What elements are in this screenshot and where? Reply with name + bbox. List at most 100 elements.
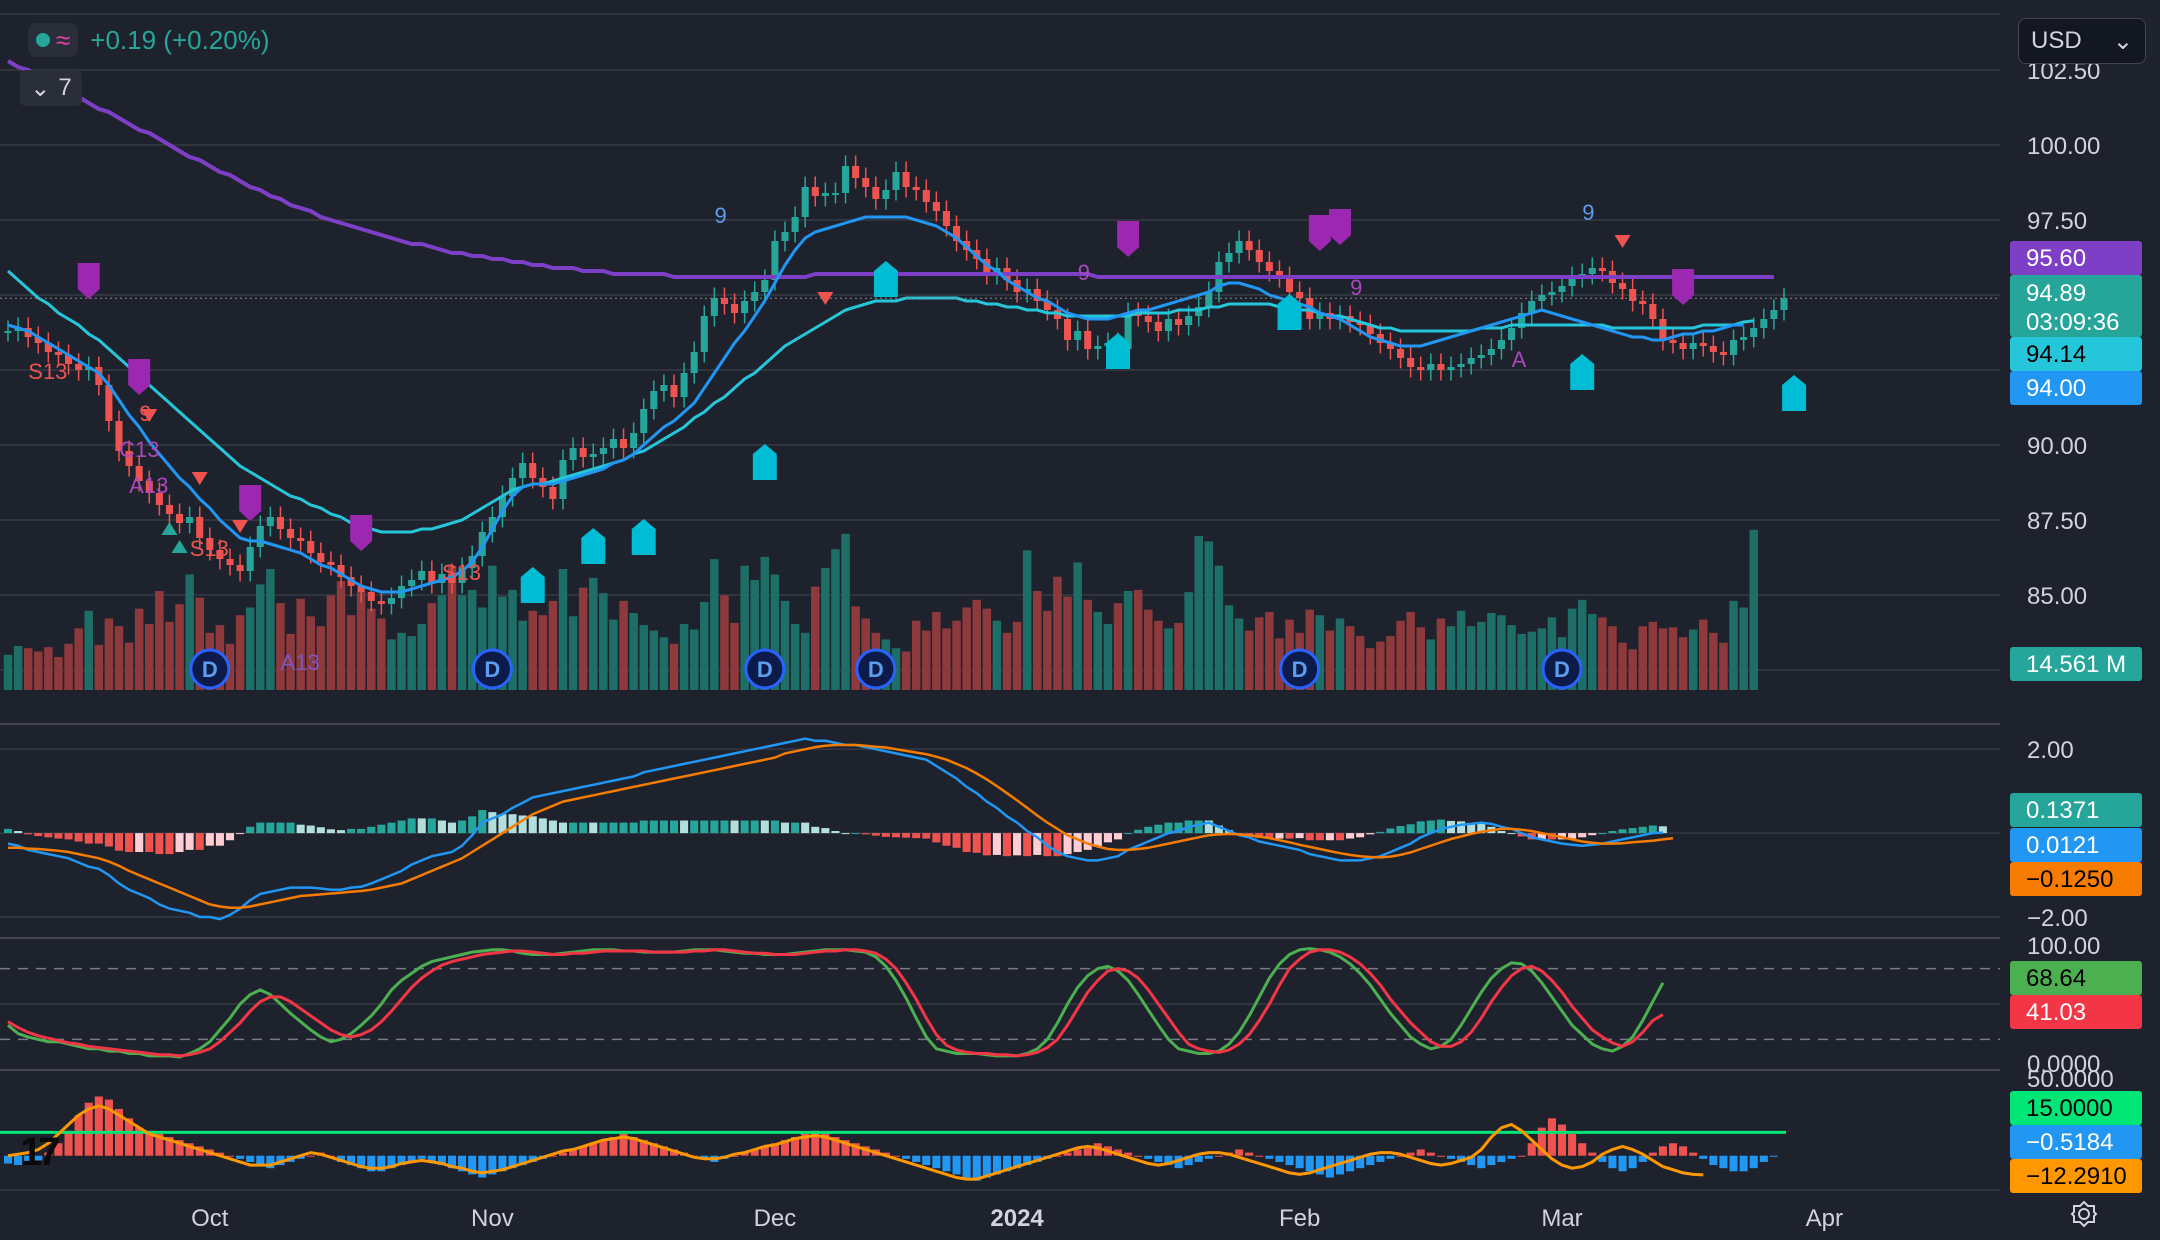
candle-body	[1518, 313, 1526, 328]
candle-body	[1397, 349, 1405, 358]
candle-body	[640, 409, 648, 433]
sequential-mark: S13	[28, 359, 67, 384]
volume-bar	[800, 632, 810, 690]
candle-body	[882, 190, 890, 199]
macd-signal-line	[8, 743, 1674, 910]
volume-bar	[74, 628, 83, 690]
time-axis-label: Dec	[754, 1205, 797, 1232]
macd-histogram-bar	[1497, 831, 1506, 834]
volume-bar	[740, 565, 749, 690]
candle-body	[226, 559, 234, 565]
momentum-histogram-bar	[831, 1137, 840, 1156]
volume-bar	[982, 608, 992, 690]
macd-histogram-bar	[266, 822, 275, 834]
volume-bar	[1224, 605, 1234, 690]
momentum-histogram-bar	[1124, 1152, 1133, 1156]
volume-bar	[488, 565, 497, 690]
volume-bar	[1386, 636, 1395, 690]
candle-body	[1407, 358, 1415, 367]
indicators-toggle-button[interactable]: ⌄ 7	[20, 70, 82, 106]
momentum-histogram-bar	[1628, 1155, 1637, 1169]
sma200-badge: 95.60	[2026, 245, 2086, 272]
candle-body	[1780, 298, 1788, 310]
sequential-mark: 9	[1582, 200, 1594, 225]
momentum-histogram-bar	[64, 1130, 73, 1156]
momentum-histogram-bar	[458, 1155, 467, 1172]
macd-histogram-bar	[135, 833, 144, 852]
candle-body	[1437, 364, 1445, 370]
candle-body	[357, 586, 365, 592]
settings-gear-icon[interactable]	[2070, 1200, 2098, 1228]
candle-body	[751, 292, 759, 301]
volume-bar	[518, 620, 527, 690]
volume-bar	[1477, 621, 1486, 690]
candle-body	[1679, 343, 1687, 349]
buy-signal-flag	[631, 519, 656, 555]
price-tick-label: 87.50	[2027, 508, 2087, 535]
momentum-histogram-bar	[1315, 1155, 1324, 1175]
macd-histogram-bar	[296, 824, 305, 834]
buy-triangle	[161, 522, 178, 535]
macd-histogram-bar	[780, 822, 790, 834]
momentum-histogram-bar	[1235, 1149, 1244, 1156]
macd-histogram-bar	[114, 833, 124, 851]
stoch-k-badge-bg	[2010, 961, 2142, 995]
momentum-histogram-bar	[1295, 1155, 1304, 1169]
momentum-histogram-bar	[1073, 1149, 1082, 1156]
momentum-histogram-bar	[599, 1140, 608, 1156]
volume-bar	[1325, 630, 1335, 690]
volume-bar	[1709, 632, 1718, 690]
momentum-histogram-bar	[659, 1146, 668, 1156]
countdown-badge: 03:09:36	[2026, 309, 2119, 336]
macd-histogram-bar	[821, 828, 830, 834]
macd-histogram-bar	[649, 820, 658, 834]
momentum-histogram-bar	[1689, 1152, 1698, 1156]
candle-body	[1750, 328, 1758, 337]
momentum-histogram-bar	[104, 1099, 113, 1156]
buy-signal-flag	[1782, 375, 1807, 411]
chevron-down-icon: ⌄	[2112, 27, 2133, 55]
macd-histogram-bar	[195, 833, 204, 850]
currency-select[interactable]: USD ⌄	[2018, 18, 2146, 64]
volume-bar	[245, 607, 255, 690]
sell-signal-flag	[1672, 269, 1695, 305]
macd-histogram-bar	[538, 818, 547, 834]
stoch-tick-label: 100.00	[2027, 933, 2100, 960]
legend-status[interactable]: ≈	[28, 23, 79, 57]
momentum-histogram-bar	[417, 1155, 426, 1159]
volume-bar	[659, 637, 669, 690]
momentum-histogram-bar	[266, 1155, 275, 1169]
candle-body	[872, 187, 880, 199]
candle-body	[1568, 277, 1576, 286]
volume-bar	[851, 606, 860, 690]
candle-body	[1467, 358, 1475, 364]
candle-body	[1417, 367, 1425, 370]
volume-bar	[972, 599, 981, 690]
momentum-histogram-bar	[145, 1130, 154, 1156]
momentum-histogram-bar	[912, 1155, 921, 1162]
momentum-histogram-bar	[891, 1155, 901, 1157]
volume-bar	[457, 595, 467, 690]
macd-histogram-bar	[801, 822, 810, 834]
momentum-histogram-bar	[1436, 1155, 1445, 1157]
momentum-histogram-bar	[357, 1155, 366, 1169]
macd-value-badge-bg	[2010, 828, 2142, 862]
volume-bar	[104, 618, 114, 690]
candle-body	[1730, 340, 1738, 355]
candle-body	[1477, 355, 1485, 358]
candle-body	[4, 331, 12, 333]
momentum-histogram-bar	[54, 1143, 63, 1156]
volume-bar	[992, 620, 1002, 690]
momentum-histogram-bar	[1113, 1149, 1123, 1156]
macd-histogram-bar	[34, 833, 43, 837]
macd-histogram-bar	[579, 822, 588, 834]
candle-body	[408, 580, 416, 586]
macd-histogram-bar	[347, 828, 356, 834]
momentum-histogram-bar	[447, 1155, 457, 1169]
macd-histogram-bar	[498, 814, 507, 834]
candle-body	[1760, 319, 1768, 328]
volume-bar	[942, 628, 951, 690]
candle-body	[165, 505, 173, 514]
volume-bar	[1043, 610, 1052, 690]
